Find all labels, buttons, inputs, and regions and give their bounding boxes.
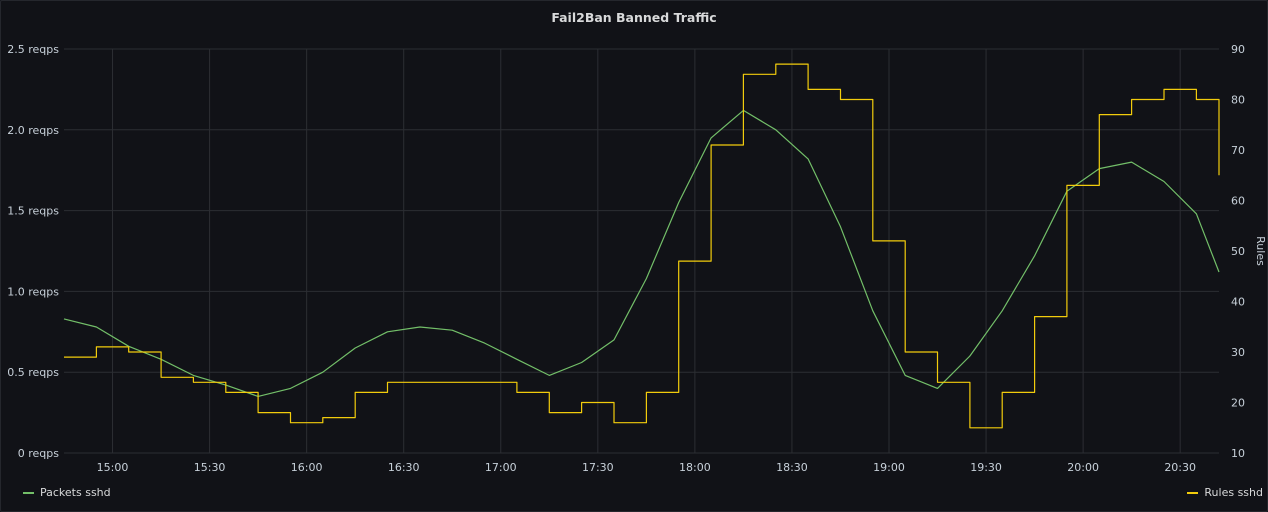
x-tick-label: 16:00 (291, 461, 323, 474)
y-right-tick-label: 10 (1231, 447, 1245, 460)
x-tick-label: 15:30 (194, 461, 226, 474)
y-left-tick-label: 1.5 reqps (7, 205, 59, 218)
x-tick-label: 19:00 (873, 461, 905, 474)
y-right-tick-label: 80 (1231, 94, 1245, 107)
y-left-tick-label: 2.5 reqps (7, 43, 59, 56)
legend-label-packets: Packets sshd (40, 486, 111, 499)
series-line-rules-sshd (64, 63, 1220, 429)
x-tick-label: 20:00 (1067, 461, 1099, 474)
y-right-tick-label: 20 (1231, 397, 1245, 410)
y-left-tick-label: 2.0 reqps (7, 124, 59, 137)
y-left-tick-label: 1.0 reqps (7, 285, 59, 298)
legend-item-packets[interactable]: Packets sshd (23, 486, 111, 499)
y-left-tick-label: 0.5 reqps (7, 366, 59, 379)
legend-item-rules[interactable]: Rules sshd (1187, 486, 1263, 499)
x-tick-label: 20:30 (1164, 461, 1196, 474)
y-right-tick-label: 50 (1231, 245, 1245, 258)
y-right-axis-label: Rules (1254, 236, 1267, 266)
x-tick-label: 17:30 (582, 461, 614, 474)
x-tick-label: 16:30 (388, 461, 420, 474)
x-tick-label: 15:00 (97, 461, 129, 474)
packets-swatch-icon (23, 491, 34, 494)
y-right-tick-label: 30 (1231, 346, 1245, 359)
x-tick-label: 17:00 (485, 461, 517, 474)
x-tick-label: 19:30 (970, 461, 1002, 474)
y-right-tick-label: 60 (1231, 195, 1245, 208)
x-tick-label: 18:30 (776, 461, 808, 474)
rules-swatch-icon (1187, 491, 1199, 494)
y-right-tick-label: 70 (1231, 144, 1245, 157)
legend-label-rules: Rules sshd (1204, 486, 1263, 499)
y-left-tick-label: 0 reqps (18, 447, 60, 460)
series-line-packets-sshd (63, 109, 1220, 397)
panel-title[interactable]: Fail2Ban Banned Traffic (551, 10, 717, 25)
y-right-tick-label: 40 (1231, 296, 1245, 309)
y-right-tick-label: 90 (1231, 43, 1245, 56)
x-tick-label: 18:00 (679, 461, 711, 474)
